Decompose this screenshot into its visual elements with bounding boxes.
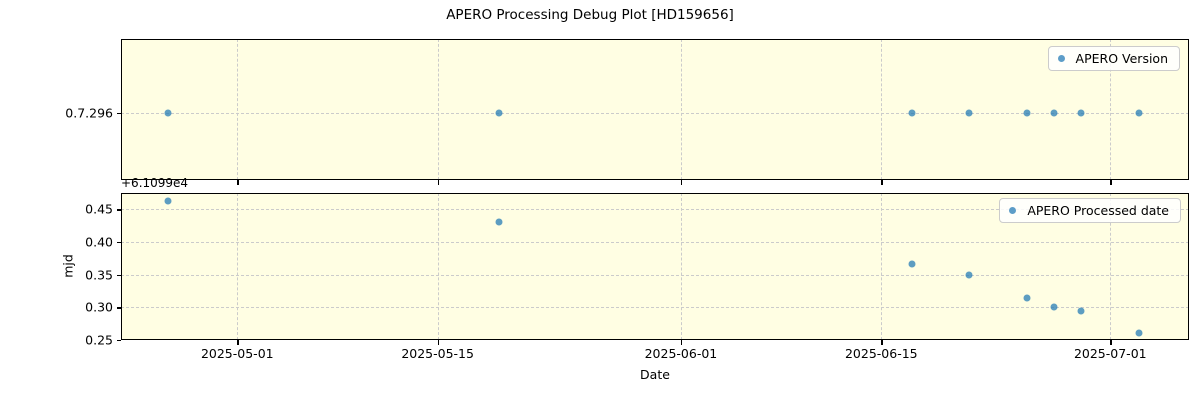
gridline-vertical	[680, 39, 682, 180]
legend-apero-version: APERO Version	[1047, 46, 1180, 71]
gridline-horizontal	[121, 307, 1189, 309]
data-point	[908, 260, 916, 268]
legend-label: APERO Version	[1075, 51, 1168, 66]
gridline-vertical	[237, 39, 239, 180]
y-tick-label: 0.25	[85, 332, 113, 348]
plot-title: APERO Processing Debug Plot [HD159656]	[446, 7, 734, 23]
data-point	[1023, 294, 1031, 302]
x-tick	[680, 180, 683, 185]
y-tick-label: 0.40	[85, 234, 113, 250]
data-point	[1023, 109, 1031, 117]
x-tick	[1110, 340, 1112, 345]
x-tick-label: 2025-06-01	[644, 346, 718, 361]
legend-marker-icon	[1009, 207, 1017, 214]
y-tick-label: 0.35	[85, 267, 113, 283]
y-tick	[116, 113, 121, 115]
y-tick-label: 0.45	[85, 201, 113, 217]
x-tick	[237, 340, 239, 345]
y-tick	[116, 307, 121, 309]
data-point	[965, 271, 973, 279]
y-tick	[116, 209, 121, 211]
x-tick	[437, 340, 439, 345]
x-tick	[680, 340, 683, 345]
data-point	[1077, 307, 1085, 315]
x-tick-label: 2025-07-01	[1073, 346, 1147, 361]
gridline-vertical	[1110, 39, 1112, 180]
data-point	[164, 109, 172, 117]
x-tick	[237, 180, 239, 185]
legend-label: APERO Processed date	[1027, 203, 1169, 218]
data-point	[495, 109, 503, 117]
x-tick	[881, 180, 883, 185]
x-tick	[881, 340, 883, 345]
gridline-horizontal	[121, 242, 1189, 243]
y-axis-offset-text: +6.1099e4	[121, 176, 189, 190]
x-tick	[437, 180, 439, 185]
gridline-vertical	[437, 39, 439, 180]
gridline-vertical	[1110, 193, 1112, 340]
gridline-vertical	[881, 193, 883, 340]
data-point	[1135, 109, 1143, 117]
axes-apero-version	[121, 39, 1189, 180]
legend-marker-icon	[1057, 55, 1065, 62]
data-point	[164, 197, 172, 205]
gridline-vertical	[237, 193, 239, 340]
gridline-vertical	[881, 39, 883, 180]
data-point	[495, 218, 503, 226]
data-point	[1050, 109, 1058, 117]
data-point	[965, 109, 973, 117]
data-point	[1050, 303, 1058, 311]
y-tick	[116, 340, 121, 342]
x-axis-label: Date	[640, 367, 670, 382]
y-tick-label: 0.7.296	[65, 105, 113, 121]
x-tick-label: 2025-06-15	[844, 346, 918, 361]
gridline-horizontal	[121, 274, 1189, 276]
x-tick-label: 2025-05-15	[401, 346, 474, 361]
data-point	[1135, 329, 1143, 337]
x-tick	[1110, 180, 1112, 185]
gridline-horizontal	[121, 113, 1189, 115]
gridline-vertical	[680, 193, 682, 340]
legend-apero-processed-date: APERO Processed date	[999, 198, 1181, 223]
gridline-vertical	[437, 193, 439, 340]
gridline-horizontal	[121, 209, 1189, 211]
y-tick	[116, 274, 121, 276]
y-tick	[116, 242, 121, 244]
data-point	[1077, 109, 1085, 117]
y-tick-label: 0.30	[85, 299, 113, 315]
data-point	[908, 109, 916, 117]
x-tick-label: 2025-05-01	[200, 346, 274, 361]
